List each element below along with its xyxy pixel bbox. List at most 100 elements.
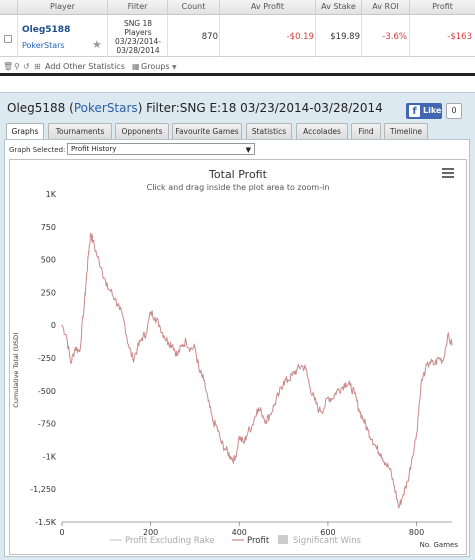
data-point: [393, 485, 395, 488]
table-toolbar: 🗑 ⚲ ↺ ⊞ Add Other Statistics ▦ Groups ▼: [0, 58, 475, 76]
data-point: [203, 379, 205, 381]
facebook-like-count: 0: [446, 103, 462, 119]
legend-item-profit[interactable]: Profit: [232, 536, 270, 546]
chevron-down-icon: ▼: [245, 146, 251, 154]
chart-svg[interactable]: Total Profit Click and drag inside the p…: [10, 160, 466, 554]
data-point: [331, 398, 333, 400]
filter-line: 03/23/2014-: [115, 37, 161, 46]
chart-plot-area: [61, 232, 453, 509]
data-point: [389, 468, 391, 471]
player-name-link[interactable]: Oleg5188: [22, 25, 71, 35]
data-point: [446, 335, 449, 337]
y-tick-label: -750: [38, 420, 56, 429]
legend-item-significant-wins[interactable]: Significant Wins: [278, 535, 362, 546]
chevron-down-icon[interactable]: ▼: [172, 64, 177, 71]
tab-find[interactable]: Find: [351, 123, 381, 139]
legend-item-profit-excluding-rake[interactable]: Profit Excluding Rake: [110, 536, 215, 546]
total-profit-chart[interactable]: Total Profit Click and drag inside the p…: [9, 159, 467, 555]
header-filter[interactable]: Filter: [108, 0, 168, 15]
tab-tournaments[interactable]: Tournaments: [48, 123, 112, 139]
data-point: [251, 424, 254, 426]
data-point: [327, 396, 329, 398]
data-point: [110, 290, 112, 292]
data-point: [167, 341, 169, 343]
filter-line: Players: [124, 28, 152, 37]
data-point: [340, 387, 342, 389]
data-point: [376, 447, 378, 450]
refresh-icon[interactable]: ↺: [23, 62, 30, 71]
data-point: [194, 346, 196, 349]
groups-dropdown[interactable]: Groups: [141, 62, 170, 71]
player-site-link[interactable]: PokerStars: [22, 41, 65, 50]
legend-swatch: [278, 535, 288, 544]
data-point: [176, 354, 178, 356]
data-point: [411, 457, 413, 459]
header-av-profit[interactable]: Av Profit: [220, 0, 316, 15]
data-point: [309, 387, 311, 389]
data-point: [61, 324, 63, 326]
data-point: [247, 430, 249, 433]
row-checkbox[interactable]: [4, 35, 12, 43]
favourite-star-icon[interactable]: ★: [92, 38, 102, 51]
tab-opponents[interactable]: Opponents: [115, 123, 169, 139]
data-point: [269, 413, 271, 416]
data-point: [433, 363, 435, 366]
data-point: [291, 374, 294, 376]
trash-icon[interactable]: 🗑: [3, 62, 14, 71]
data-point: [438, 357, 440, 359]
data-point: [384, 462, 387, 464]
filter-description: SNG 18 Players 03/23/2014- 03/28/2014: [112, 19, 164, 55]
y-tick-label: -1.5K: [35, 518, 57, 527]
data-point: [220, 442, 223, 444]
data-point: [314, 399, 316, 401]
data-point: [114, 298, 116, 300]
profit-value: -$163: [447, 32, 472, 42]
facebook-like-label: Like: [423, 106, 442, 115]
data-point: [296, 369, 298, 371]
facebook-like-button[interactable]: f Like: [406, 103, 442, 119]
y-tick-label: 0: [51, 321, 56, 330]
filter-cell: [108, 15, 168, 57]
tab-accolades[interactable]: Accolades: [296, 123, 348, 139]
x-axis-label: No. Games: [420, 541, 459, 549]
data-point: [442, 360, 444, 362]
legend-label: Profit Excluding Rake: [125, 536, 215, 546]
tab-timeline[interactable]: Timeline: [384, 123, 428, 139]
add-other-statistics-link[interactable]: Add Other Statistics: [45, 62, 125, 71]
data-point: [265, 420, 267, 422]
count-value: 870: [201, 32, 218, 42]
header-av-roi[interactable]: Av ROI: [362, 0, 410, 15]
data-point: [238, 436, 240, 438]
data-point: [74, 346, 76, 349]
data-point: [136, 348, 138, 350]
series-line-profit[interactable]: [61, 232, 453, 509]
y-tick-label: -250: [38, 354, 56, 363]
data-point: [415, 433, 418, 435]
data-point: [90, 232, 92, 234]
chart-subtitle: Click and drag inside the plot area to z…: [147, 183, 330, 192]
av-profit-cell: [220, 15, 316, 57]
data-point: [150, 311, 152, 313]
tab-statistics[interactable]: Statistics: [246, 123, 292, 139]
data-point: [256, 408, 258, 410]
av-stake-value: $19.89: [330, 32, 360, 42]
report-title-site[interactable]: PokerStars: [73, 101, 138, 115]
data-point: [229, 455, 232, 457]
y-tick-label: 250: [41, 288, 56, 297]
data-point: [96, 256, 99, 258]
header-count[interactable]: Count: [168, 0, 220, 15]
y-tick-label: -1K: [43, 452, 57, 461]
chart-menu-icon[interactable]: [442, 168, 454, 178]
header-player[interactable]: Player: [18, 0, 108, 15]
report-title-player: Oleg5188 (: [7, 101, 74, 115]
header-profit[interactable]: Profit: [432, 2, 453, 11]
tab-favourite-games[interactable]: Favourite Games: [172, 123, 242, 139]
tab-graphs[interactable]: Graphs: [6, 123, 44, 140]
header-av-stake[interactable]: Av Stake: [316, 0, 362, 15]
data-point: [398, 506, 400, 509]
y-tick-label: 750: [41, 223, 56, 232]
pin-icon[interactable]: ⚲: [14, 62, 20, 71]
data-point: [402, 493, 404, 496]
report-title: Oleg5188 (PokerStars) Filter:SNG E:18 03…: [7, 101, 383, 115]
graph-select-dropdown[interactable]: Profit History ▼: [67, 143, 255, 155]
